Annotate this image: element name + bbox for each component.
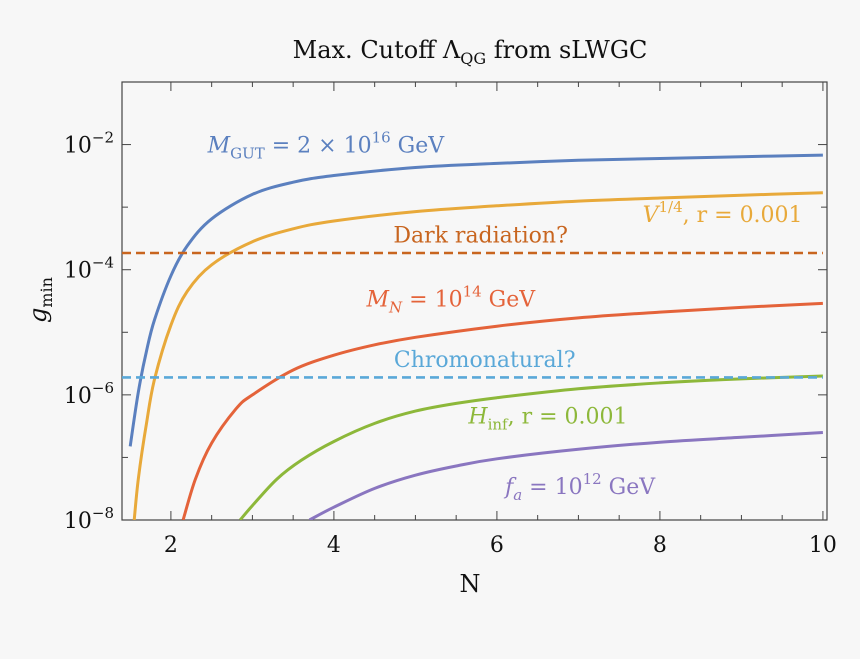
x-tick-label: 10 [809, 533, 837, 558]
series-line-5 [308, 431, 823, 520]
annotation-6: Hinf, r = 0.001 [467, 404, 627, 433]
chart-title-main: Max. Cutoff Λ [293, 36, 461, 64]
series-line-4 [239, 374, 823, 520]
x-axis-label: N [460, 570, 481, 598]
y-axis-label-sub: min [37, 277, 56, 308]
series-line-3 [181, 301, 823, 520]
x-tick-label: 8 [653, 533, 667, 558]
annotation-3: Dark radiation? [393, 224, 568, 249]
annotation-4: MN = 1014 GeV [366, 282, 537, 316]
chart-title-tail: from sLWGC [486, 36, 647, 64]
y-tick-label: 10−8 [64, 504, 114, 534]
y-axis-label-main: g [24, 308, 52, 323]
annotation-7: fa = 1012 GeV [503, 470, 656, 504]
x-tick-label: 6 [490, 533, 504, 558]
x-tick-label: 2 [164, 533, 178, 558]
chart-title-sub: QG [460, 49, 486, 68]
y-tick-label: 10−2 [64, 129, 114, 159]
annotation-1: MGUT = 2 × 1016 GeV [207, 128, 446, 162]
plot-area: 2 4 6 8 10 10−8 10−6 10−4 10−2 MGUT = 2 × 1016 Ge… [64, 81, 837, 558]
series-line-2 [132, 191, 823, 520]
series-group [122, 153, 823, 520]
annotation-5: Chromonatural? [394, 348, 576, 373]
y-tick-label: 10−6 [64, 379, 114, 409]
chart-title: Max. Cutoff ΛQG from sLWGC [293, 36, 648, 68]
y-axis-label: gmin [24, 277, 56, 323]
plot-frame [121, 81, 828, 521]
x-tick-label: 4 [327, 533, 341, 558]
y-tick-label: 10−4 [64, 254, 114, 284]
series-line-1 [128, 153, 823, 447]
annotation-2: V1/4, r = 0.001 [643, 198, 803, 228]
